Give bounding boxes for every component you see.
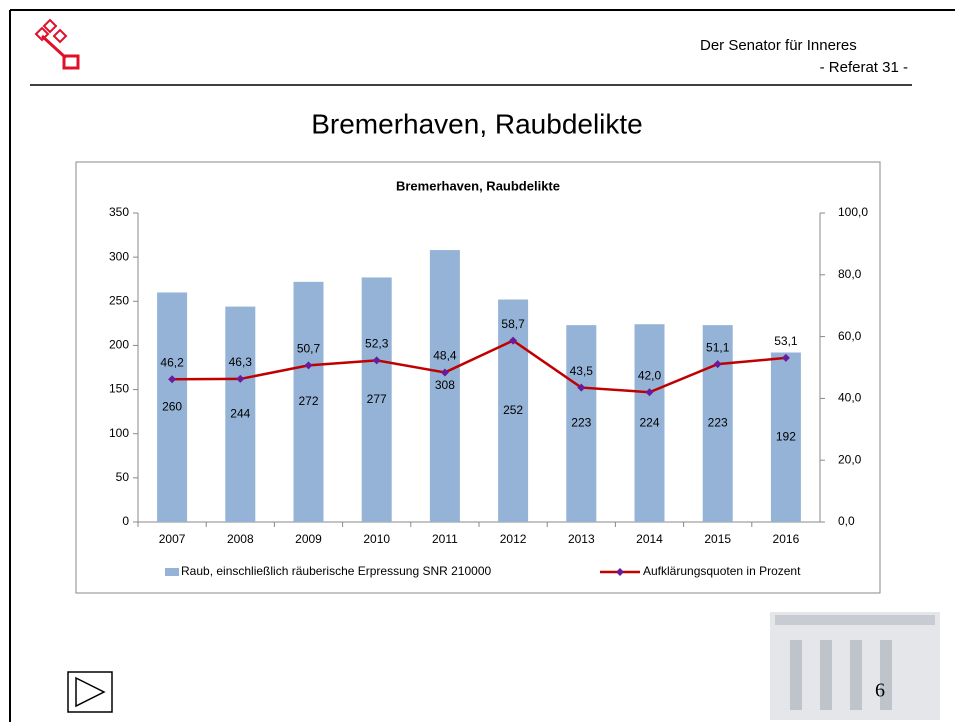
line-marker <box>304 361 313 370</box>
bar-label: 223 <box>571 416 591 430</box>
bar-label: 192 <box>776 429 796 443</box>
y2-tick-label: 20,0 <box>838 452 862 466</box>
line-marker <box>509 336 518 345</box>
line-marker <box>168 375 177 384</box>
bar-label: 272 <box>298 394 318 408</box>
x-tick-label: 2012 <box>500 532 527 546</box>
next-icon <box>75 676 106 708</box>
x-tick-label: 2009 <box>295 532 322 546</box>
bar <box>498 299 529 522</box>
logo <box>34 18 80 70</box>
bar-label: 244 <box>230 406 250 420</box>
bar <box>361 277 392 522</box>
bar-label: 260 <box>162 399 182 413</box>
line-label: 46,3 <box>229 355 253 369</box>
bar-label: 223 <box>708 416 728 430</box>
building-image <box>770 612 940 720</box>
line-marker <box>781 353 790 362</box>
bar <box>293 281 324 522</box>
line-marker <box>440 368 449 377</box>
x-tick-label: 2010 <box>363 532 390 546</box>
line-marker <box>713 360 722 369</box>
bar <box>429 250 460 522</box>
bar <box>157 292 188 522</box>
chart-frame <box>75 161 881 594</box>
y-tick-label: 250 <box>109 293 129 307</box>
slide-title: Bremerhaven, Raubdelikte <box>311 108 643 139</box>
line <box>172 339 787 394</box>
bar-label: 224 <box>639 415 659 429</box>
bar <box>702 325 733 522</box>
x-tick-label: 2013 <box>568 532 595 546</box>
line-label: 51,1 <box>706 340 730 354</box>
bar-label: 277 <box>367 392 387 406</box>
page-number: 6 <box>875 680 885 702</box>
line-label: 46,2 <box>160 355 184 369</box>
x-tick-label: 2011 <box>432 532 458 546</box>
line-label: 53,1 <box>774 334 798 348</box>
chart-title: Bremerhaven, Raubdelikte <box>396 178 560 193</box>
line-label: 42,0 <box>638 368 662 382</box>
line-marker <box>236 374 245 383</box>
line-label: 48,4 <box>433 349 457 363</box>
dept: - Referat 31 - <box>820 59 908 76</box>
y2-tick-label: 0,0 <box>838 514 855 528</box>
line-marker <box>645 388 654 397</box>
x-tick-label: 2015 <box>704 532 731 546</box>
y-tick-label: 200 <box>109 338 129 352</box>
y-tick-label: 150 <box>109 382 129 396</box>
x-tick-label: 2016 <box>773 532 800 546</box>
legend-marker <box>616 568 624 576</box>
y2-tick-label: 100,0 <box>838 205 868 219</box>
legend-swatch <box>165 568 179 576</box>
x-tick-label: 2014 <box>636 532 663 546</box>
y-tick-label: 300 <box>109 249 129 263</box>
line-label: 43,5 <box>570 364 594 378</box>
bar-label: 308 <box>435 378 455 392</box>
bar <box>566 325 597 522</box>
line-label: 50,7 <box>297 342 321 356</box>
y-tick-label: 100 <box>109 426 129 440</box>
line-marker <box>372 356 381 365</box>
bar <box>225 306 256 522</box>
x-tick-label: 2007 <box>159 532 186 546</box>
legend-label: Raub, einschließlich räuberische Erpress… <box>181 564 491 578</box>
y2-tick-label: 60,0 <box>838 329 862 343</box>
bar <box>770 352 801 522</box>
y2-tick-label: 80,0 <box>838 267 862 281</box>
line-marker <box>577 383 586 392</box>
line-label: 58,7 <box>501 317 525 331</box>
x-tick-label: 2008 <box>227 532 254 546</box>
y-tick-label: 0 <box>122 514 129 528</box>
y-tick-label: 350 <box>109 205 129 219</box>
y-tick-label: 50 <box>116 470 130 484</box>
line-label: 52,3 <box>365 337 389 351</box>
legend-label: Aufklärungsquoten in Prozent <box>643 564 801 578</box>
org: Der Senator für Inneres <box>700 37 857 54</box>
y2-tick-label: 40,0 <box>838 391 862 405</box>
bar-label: 252 <box>503 403 523 417</box>
bar <box>634 324 665 522</box>
